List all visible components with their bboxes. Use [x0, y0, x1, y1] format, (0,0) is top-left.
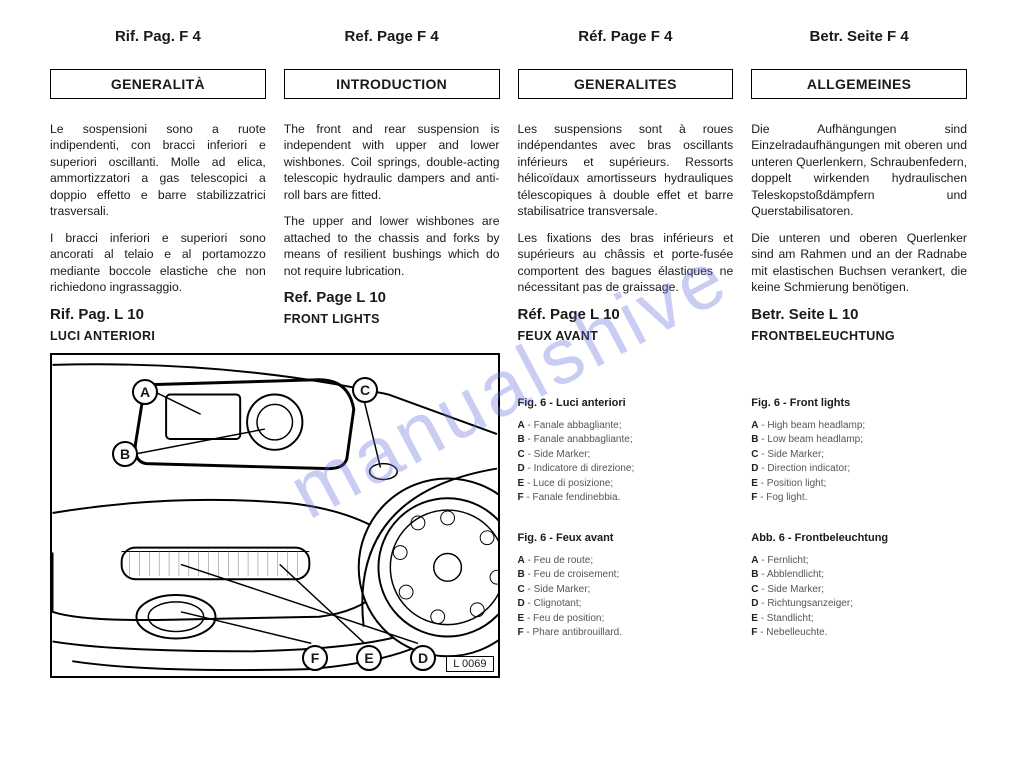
legend-fr: A - Feu de route;B - Feu de croisement;C…	[518, 554, 734, 641]
legend-item: A - Feu de route;	[518, 554, 734, 569]
car-front-illustration	[52, 355, 498, 676]
legend-item: E - Luce di posizione;	[518, 477, 734, 492]
legend-item: D - Direction indicator;	[751, 462, 967, 477]
top-columns: Rif. Pag. F 4 GENERALITÀ Le sospensioni …	[50, 28, 967, 353]
legend-item: B - Fanale anabbagliante;	[518, 433, 734, 448]
ref-top-en: Ref. Page F 4	[284, 28, 500, 45]
legend-it: A - Fanale abbagliante;B - Fanale anabba…	[518, 419, 734, 506]
lower-row: A B C D E F L 0069 Fig. 6 - Luci anterio…	[50, 353, 967, 678]
callout-c: C	[352, 377, 378, 403]
sub-title-de: FRONTBELEUCHTUNG	[751, 329, 967, 343]
para2-it: I bracci inferiori e superiori sono anco…	[50, 230, 266, 296]
callout-b: B	[112, 441, 138, 467]
legend-item: D - Richtungsanzeiger;	[751, 597, 967, 612]
legend-col-1: Fig. 6 - Luci anteriori A - Fanale abbag…	[518, 353, 734, 678]
ref-top-fr: Réf. Page F 4	[518, 28, 734, 45]
fig-caption-it: Fig. 6 - Luci anteriori	[518, 397, 734, 409]
legend-item: C - Side Marker;	[751, 448, 967, 463]
legend-item: C - Side Marker;	[518, 448, 734, 463]
figure-box: A B C D E F L 0069	[50, 353, 500, 678]
ref-mid-fr: Réf. Page L 10	[518, 306, 734, 323]
sub-title-fr: FEUX AVANT	[518, 329, 734, 343]
sub-title-it: LUCI ANTERIORI	[50, 329, 266, 343]
ref-top-it: Rif. Pag. F 4	[50, 28, 266, 45]
legend-item: F - Fog light.	[751, 491, 967, 506]
column-de: Betr. Seite F 4 ALLGEMEINES Die Aufhängu…	[751, 28, 967, 353]
column-fr: Réf. Page F 4 GENERALITES Les suspension…	[518, 28, 734, 353]
para1-en: The front and rear suspension is indepen…	[284, 121, 500, 203]
ref-top-de: Betr. Seite F 4	[751, 28, 967, 45]
legend-item: E - Feu de position;	[518, 612, 734, 627]
fig-caption-en: Fig. 6 - Front lights	[751, 397, 967, 409]
sub-title-en: FRONT LIGHTS	[284, 312, 500, 326]
fig-caption-de: Abb. 6 - Frontbeleuchtung	[751, 532, 967, 544]
para2-de: Die unteren und oberen Querlenker sind a…	[751, 230, 967, 296]
legend-item: D - Clignotant;	[518, 597, 734, 612]
para2-en: The upper and lower wishbones are attach…	[284, 213, 500, 279]
legend-en: A - High beam headlamp;B - Low beam head…	[751, 419, 967, 506]
callout-d: D	[410, 645, 436, 671]
column-en: Ref. Page F 4 INTRODUCTION The front and…	[284, 28, 500, 353]
legend-item: B - Abblendlicht;	[751, 568, 967, 583]
legend-item: C - Side Marker;	[518, 583, 734, 598]
box-title-de: ALLGEMEINES	[751, 69, 967, 99]
fig-caption-fr: Fig. 6 - Feux avant	[518, 532, 734, 544]
legend-item: E - Standlicht;	[751, 612, 967, 627]
para1-it: Le sospensioni sono a ruote indipendenti…	[50, 121, 266, 220]
legend-item: C - Side Marker;	[751, 583, 967, 598]
ref-mid-de: Betr. Seite L 10	[751, 306, 967, 323]
column-it: Rif. Pag. F 4 GENERALITÀ Le sospensioni …	[50, 28, 266, 353]
legend-item: B - Feu de croisement;	[518, 568, 734, 583]
legend-item: E - Position light;	[751, 477, 967, 492]
box-title-en: INTRODUCTION	[284, 69, 500, 99]
box-title-it: GENERALITÀ	[50, 69, 266, 99]
callout-f: F	[302, 645, 328, 671]
legend-item: A - Fernlicht;	[751, 554, 967, 569]
callout-e: E	[356, 645, 382, 671]
legend-item: F - Phare antibrouillard.	[518, 626, 734, 641]
legend-item: A - High beam headlamp;	[751, 419, 967, 434]
ref-mid-en: Ref. Page L 10	[284, 289, 500, 306]
legend-item: B - Low beam headlamp;	[751, 433, 967, 448]
legend-item: F - Nebelleuchte.	[751, 626, 967, 641]
ref-mid-it: Rif. Pag. L 10	[50, 306, 266, 323]
legend-col-2: Fig. 6 - Front lights A - High beam head…	[751, 353, 967, 678]
callout-a: A	[132, 379, 158, 405]
figure-label: L 0069	[446, 656, 493, 672]
legend-item: D - Indicatore di direzione;	[518, 462, 734, 477]
para2-fr: Les fixations des bras inférieurs et sup…	[518, 230, 734, 296]
legend-de: A - Fernlicht;B - Abblendlicht;C - Side …	[751, 554, 967, 641]
legend-item: F - Fanale fendinebbia.	[518, 491, 734, 506]
legend-item: A - Fanale abbagliante;	[518, 419, 734, 434]
para1-de: Die Aufhängungen sind Einzelradaufhängun…	[751, 121, 967, 220]
para1-fr: Les suspensions sont à roues indépendant…	[518, 121, 734, 220]
box-title-fr: GENERALITES	[518, 69, 734, 99]
